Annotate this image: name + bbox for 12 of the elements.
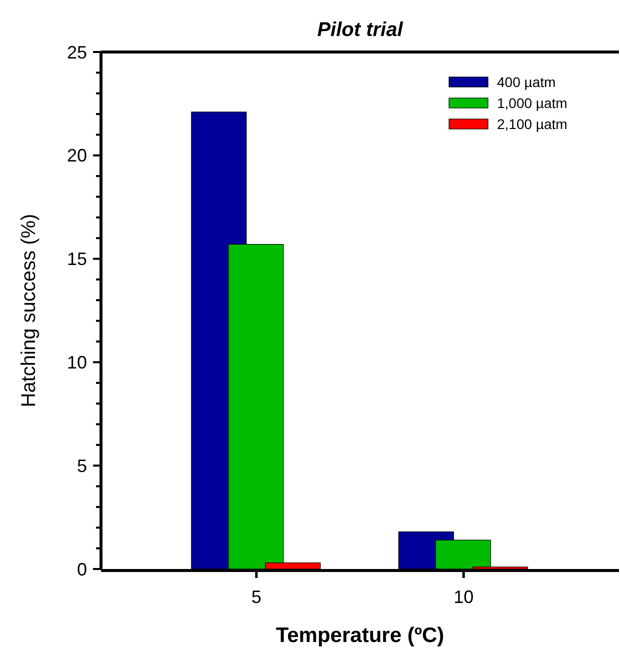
legend-label: 400 µatm	[497, 74, 556, 90]
y-axis-title: Hatching success (%)	[18, 214, 40, 408]
y-tick-label: 15	[66, 249, 87, 270]
x-axis-title: Temperature (ºC)	[276, 624, 444, 647]
y-tick-label: 10	[66, 352, 87, 372]
y-tick-label: 5	[76, 456, 87, 476]
chart-title: Pilot trial	[317, 19, 404, 41]
legend-label: 2,100 µatm	[497, 116, 568, 132]
y-tick-label: 0	[76, 559, 87, 580]
y-tick-label: 25	[66, 42, 87, 62]
legend-label: 1,000 µatm	[497, 94, 568, 111]
y-tick-label: 20	[66, 146, 87, 166]
